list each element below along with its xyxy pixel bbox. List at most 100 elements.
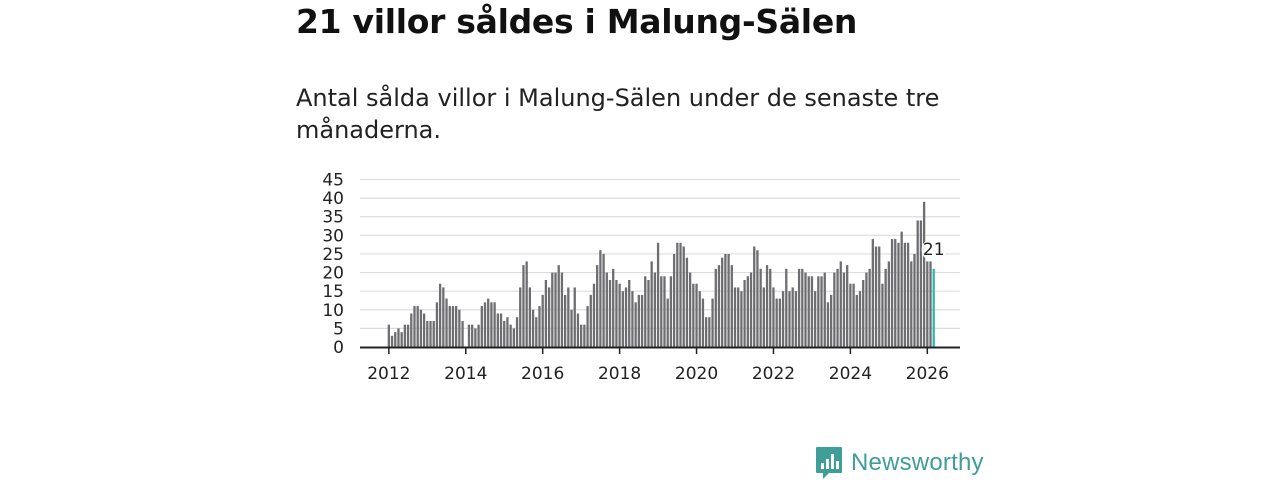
bar [493,302,496,347]
brand-name: Newsworthy [851,449,984,476]
bar [858,291,862,347]
bar [833,272,836,347]
bar [871,239,874,347]
bar [817,276,820,347]
bar [849,283,852,347]
bar [618,283,621,347]
bar [589,294,592,347]
bar [522,265,525,347]
bar [544,280,548,347]
page-subtitle: Antal sålda villor i Malung-Sälen under … [296,84,940,144]
bar [608,280,612,347]
bar [926,261,929,347]
bar [826,302,830,347]
bar [419,309,423,347]
bar [865,272,868,347]
bar [387,324,390,347]
bar [435,302,439,347]
newsworthy-logo: Newsworthy [815,446,984,480]
x-tick-label: 2020 [675,364,718,384]
bar [656,242,660,347]
bar [797,268,801,347]
bar [804,272,807,347]
bar [836,268,839,347]
page-title: 21 villor såldes i Malung-Sälen [296,2,858,41]
bar [916,220,919,347]
bar [640,294,644,347]
y-tick-label: 0 [333,338,344,358]
bar [900,231,903,347]
y-tick-label: 45 [322,171,344,191]
bar [884,268,887,347]
bar [499,313,503,347]
bar [438,283,442,347]
bar [432,320,435,347]
x-tick-label: 2026 [906,364,949,384]
bar [551,272,554,347]
bar [765,265,769,347]
bar [455,306,458,347]
x-tick-label: 2016 [521,364,564,384]
bar [676,242,679,347]
y-tick-label: 5 [333,319,344,339]
bar [416,306,419,347]
y-tick-label: 20 [322,264,344,284]
bar [403,324,407,347]
bar [461,320,464,347]
bar [772,287,775,347]
bar [560,272,564,347]
bar [660,276,663,347]
bar [906,242,910,347]
bar [682,246,685,347]
y-tick-label: 35 [322,208,344,228]
bar [647,280,650,347]
y-tick-label: 25 [322,245,344,265]
bar [695,283,698,347]
bar [737,287,740,347]
bar [679,242,682,347]
bar [724,253,727,347]
bar [778,298,782,347]
x-tick-label: 2018 [598,364,641,384]
bar [496,313,499,347]
bar [874,246,878,347]
bar [390,335,394,347]
bar [506,317,509,347]
bar [596,265,599,347]
bar [467,324,471,347]
bar [868,268,871,347]
bar [698,291,701,347]
bar [653,272,657,347]
bar [701,298,705,347]
bar [743,280,746,347]
bar [733,287,737,347]
bar [878,246,881,347]
bar [919,220,923,347]
bar [624,287,628,347]
x-tick-label: 2012 [367,364,410,384]
bar [509,324,512,347]
bar [422,313,426,347]
bars [387,201,935,347]
bar [781,291,785,347]
bar [894,239,897,347]
bar [688,272,692,347]
bar [756,250,759,347]
bar [397,328,400,347]
bar [547,287,551,347]
bar [570,309,573,347]
bar [644,276,647,347]
bar [426,320,429,347]
bar [730,265,733,347]
bar [628,280,631,347]
bar [672,253,676,347]
bar [406,324,410,347]
bar [830,294,833,347]
bar [480,306,483,347]
bar [890,239,894,347]
bar [650,261,653,347]
bar [429,320,432,347]
bar [846,265,849,347]
bar-highlight [932,268,935,347]
bar [394,332,397,347]
